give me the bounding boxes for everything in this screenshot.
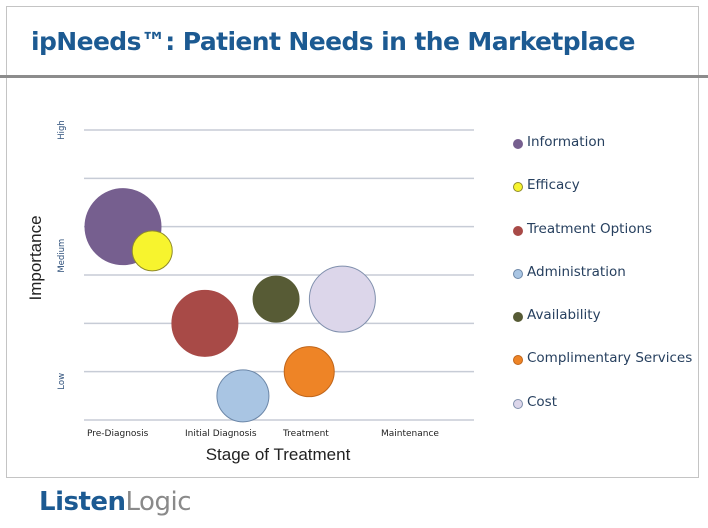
chart-legend: Information Efficacy Treatment Options Admi… — [513, 134, 692, 437]
legend-label: Administration — [527, 263, 626, 280]
bubble-cost — [308, 265, 376, 333]
legend-item: Cost — [513, 394, 692, 437]
legend-item: Availability — [513, 307, 692, 350]
bubble-complimentary-services — [283, 346, 335, 398]
legend-label: Treatment Options — [527, 220, 653, 237]
page-title: ipNeeds™: Patient Needs in the Marketpla… — [31, 27, 635, 56]
legend-label: Information — [527, 134, 606, 150]
legend-marker-icon — [513, 139, 523, 149]
x-tick-labels: Pre-Diagnosis Initial Diagnosis Treatment M… — [87, 429, 439, 439]
logo-part-2: Logic — [125, 487, 192, 517]
y-tick-labels: Low Medium High — [57, 120, 67, 389]
bubble-treatment-options — [171, 289, 239, 357]
bubbles — [84, 188, 376, 423]
legend-marker-icon — [513, 312, 523, 323]
x-tick-label: Initial Diagnosis — [185, 429, 257, 439]
y-tick-label: Medium — [57, 239, 67, 273]
legend-item: Information — [513, 134, 692, 177]
legend-item: Treatment Options — [513, 221, 692, 264]
bubble-administration — [216, 369, 270, 423]
legend-marker-icon — [513, 268, 523, 279]
x-tick-label: Maintenance — [381, 429, 439, 439]
legend-marker-icon — [513, 182, 523, 193]
legend-item: Efficacy — [513, 177, 692, 220]
bubble-efficacy — [131, 230, 173, 272]
x-tick-label: Treatment — [282, 429, 329, 439]
slide-frame — [6, 6, 699, 478]
legend-item: Complimentary Services — [513, 350, 692, 393]
y-tick-label: High — [57, 120, 67, 140]
legend-marker-icon — [513, 225, 523, 236]
y-axis-label: Importance — [26, 215, 45, 300]
legend-marker-icon — [513, 398, 523, 409]
legend-label: Cost — [527, 393, 558, 410]
y-tick-label: Low — [57, 373, 67, 390]
header-divider — [0, 75, 708, 78]
legend-label: Efficacy — [527, 177, 580, 194]
bubble-availability — [252, 275, 300, 323]
listenlogic-logo: ListenLogic — [39, 487, 192, 517]
legend-label: Complimentary Services — [527, 350, 693, 367]
legend-label: Availability — [527, 307, 601, 324]
legend-marker-icon — [513, 355, 523, 366]
logo-part-1: Listen — [39, 487, 126, 517]
x-axis-label: Stage of Treatment — [206, 445, 351, 464]
x-tick-label: Pre-Diagnosis — [87, 429, 149, 439]
gridlines — [84, 129, 474, 421]
legend-item: Administration — [513, 264, 692, 307]
